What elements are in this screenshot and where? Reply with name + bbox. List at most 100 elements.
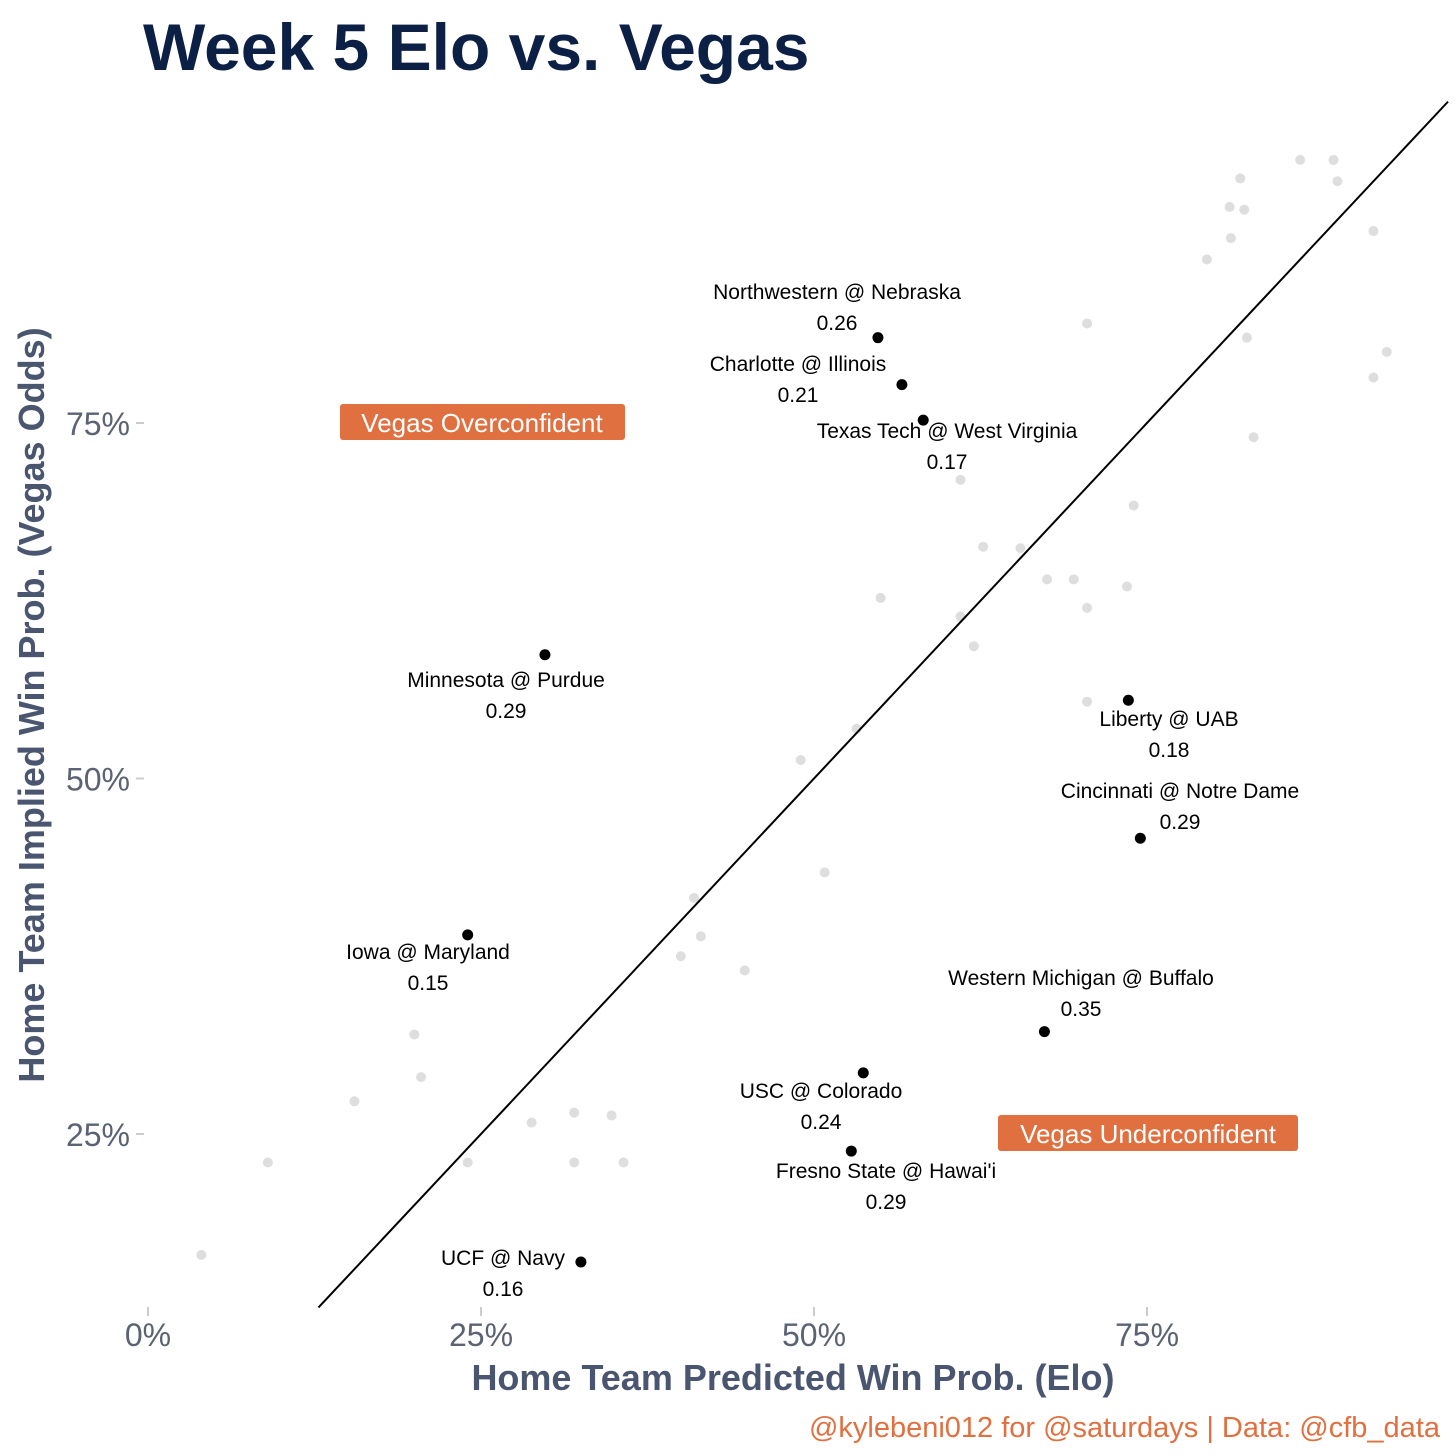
game-label: Texas Tech @ West Virginia [817, 420, 1078, 443]
background-point-31 [1201, 254, 1212, 265]
game-value: 0.29 [1160, 811, 1201, 834]
annotation-fresnostate-hawaii: Fresno State @ Hawai'i 0.29 [776, 1160, 996, 1214]
background-point-39 [1328, 154, 1339, 165]
annotation-iowa-maryland: Iowa @ Maryland 0.15 [346, 941, 510, 995]
region-box-overconfident [340, 404, 625, 440]
background-point-24 [1042, 574, 1053, 585]
background-point-14 [739, 965, 750, 976]
game-label: Liberty @ UAB [1099, 708, 1238, 731]
game-label: USC @ Colorado [740, 1080, 903, 1103]
background-point-36 [1241, 332, 1252, 343]
background-point-34 [1235, 173, 1246, 184]
background-point-19 [955, 474, 966, 485]
game-value: 0.17 [927, 451, 968, 474]
annotation-usc-colorado: USC @ Colorado 0.24 [740, 1080, 903, 1134]
x-axis-ticks: 0% 25% 50% 75% [125, 1307, 1179, 1353]
background-point-1 [262, 1157, 273, 1168]
x-tick-label-2: 50% [782, 1317, 846, 1353]
game-value: 0.29 [866, 1191, 907, 1214]
game-label: UCF @ Navy [441, 1247, 565, 1270]
background-point-28 [1082, 318, 1093, 329]
x-tick-label-1: 25% [449, 1317, 513, 1353]
chart-caption: @kylebeni012 for @saturdays | Data: @cfb… [809, 1412, 1441, 1444]
highlighted-point-10 [575, 1256, 587, 1268]
annotation-westernmichigan-buffalo: Western Michigan @ Buffalo 0.35 [948, 967, 1214, 1021]
highlighted-points [462, 332, 1146, 1268]
chart-title: Week 5 Elo vs. Vegas [143, 10, 810, 84]
y-axis-title: Home Team Implied Win Prob. (Vegas Odds) [11, 327, 52, 1082]
background-point-16 [819, 867, 830, 878]
region-text-overconfident: Vegas Overconfident [361, 408, 603, 438]
game-label: Northwestern @ Nebraska [713, 281, 961, 304]
background-point-7 [569, 1107, 580, 1118]
background-point-10 [618, 1157, 629, 1168]
x-tick-label-0: 0% [125, 1317, 171, 1353]
annotation-charlotte-illinois: Charlotte @ Illinois 0.21 [710, 353, 887, 407]
game-label: Western Michigan @ Buffalo [948, 967, 1214, 990]
game-value: 0.24 [801, 1111, 842, 1134]
game-value: 0.35 [1061, 998, 1102, 1021]
background-point-2 [349, 1096, 360, 1107]
background-point-41 [1368, 226, 1379, 237]
background-point-12 [689, 892, 700, 903]
game-label: Iowa @ Maryland [346, 941, 510, 964]
background-point-27 [1082, 696, 1093, 707]
y-tick-label-1: 50% [66, 762, 130, 798]
highlighted-point-3 [539, 649, 551, 661]
background-point-37 [1248, 432, 1259, 443]
highlighted-point-4 [1122, 694, 1134, 706]
background-point-23 [1015, 543, 1026, 554]
background-point-32 [1224, 201, 1235, 212]
background-point-20 [955, 611, 966, 622]
game-label: Cincinnati @ Notre Dame [1061, 780, 1299, 803]
region-label-underconfident: Vegas Underconfident [998, 1115, 1298, 1151]
annotation-northwestern-nebraska: Northwestern @ Nebraska 0.26 [713, 281, 961, 335]
background-point-33 [1225, 233, 1236, 244]
highlighted-point-6 [462, 929, 474, 941]
highlighted-point-0 [872, 332, 884, 344]
game-value: 0.29 [486, 700, 527, 723]
y-tick-label-0: 25% [66, 1117, 130, 1153]
game-label: Minnesota @ Purdue [407, 669, 605, 692]
background-point-15 [795, 755, 806, 766]
background-point-42 [1368, 372, 1379, 383]
x-tick-label-3: 75% [1115, 1317, 1179, 1353]
background-point-9 [606, 1110, 617, 1121]
background-point-8 [569, 1157, 580, 1168]
game-value: 0.21 [778, 384, 819, 407]
background-point-38 [1295, 154, 1306, 165]
background-point-30 [1128, 500, 1139, 511]
background-point-22 [978, 541, 989, 552]
annotation-cincinnati-notredame: Cincinnati @ Notre Dame 0.29 [1061, 780, 1299, 834]
background-point-11 [675, 951, 686, 962]
highlighted-point-5 [1134, 832, 1146, 844]
region-box-underconfident [998, 1115, 1298, 1151]
y-axis-ticks: 25% 50% 75% [66, 406, 144, 1153]
game-value: 0.16 [483, 1278, 524, 1301]
background-point-40 [1332, 176, 1343, 187]
x-axis-title: Home Team Predicted Win Prob. (Elo) [471, 1357, 1114, 1398]
y-tick-label-2: 75% [66, 406, 130, 442]
game-value: 0.26 [817, 312, 858, 335]
game-value: 0.18 [1149, 739, 1190, 762]
highlighted-point-7 [1038, 1026, 1050, 1038]
highlighted-point-9 [845, 1145, 857, 1157]
background-point-21 [968, 641, 979, 652]
annotation-ucf-navy: UCF @ Navy 0.16 [441, 1247, 565, 1301]
annotation-minnesota-purdue: Minnesota @ Purdue 0.29 [407, 669, 605, 723]
region-label-overconfident: Vegas Overconfident [340, 404, 625, 440]
highlighted-point-2 [917, 414, 929, 426]
background-point-3 [409, 1029, 420, 1040]
game-label: Charlotte @ Illinois [710, 353, 887, 376]
highlighted-point-8 [857, 1067, 869, 1079]
identity-reference-line [317, 100, 1449, 1309]
game-label: Fresno State @ Hawai'i [776, 1160, 996, 1183]
background-points [196, 154, 1392, 1260]
background-point-0 [196, 1249, 207, 1260]
background-point-5 [462, 1157, 473, 1168]
background-point-4 [416, 1072, 427, 1083]
background-point-26 [1082, 602, 1093, 613]
background-point-18 [875, 592, 886, 603]
background-point-25 [1068, 574, 1079, 585]
